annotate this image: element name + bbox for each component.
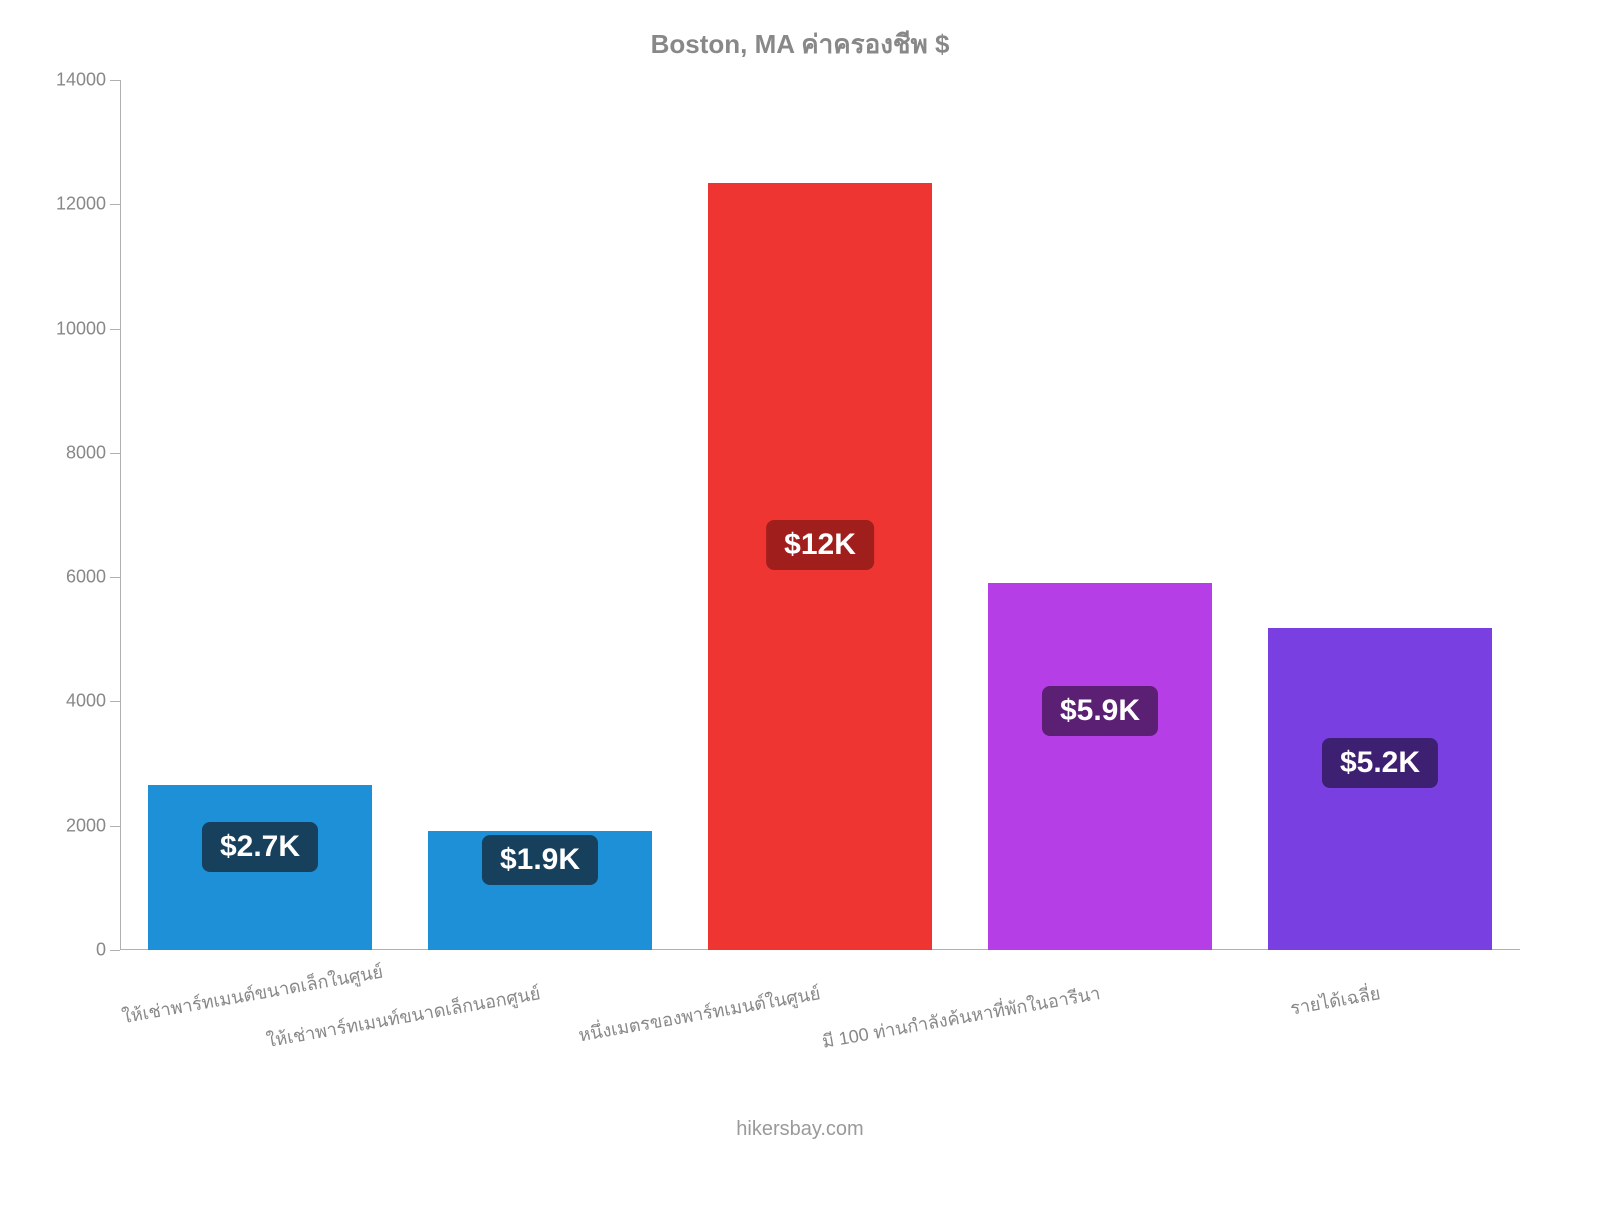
y-tick-label: 8000: [66, 442, 106, 463]
bar-value-badge: $5.2K: [1322, 738, 1438, 788]
y-tick: [110, 950, 120, 951]
bar-value-badge: $1.9K: [482, 835, 598, 885]
chart-title: Boston, MA ค่าครองชีพ $: [0, 24, 1600, 65]
y-tick-label: 6000: [66, 567, 106, 588]
y-tick: [110, 204, 120, 205]
y-tick-label: 14000: [56, 70, 106, 91]
bars-container: $2.7K $1.9K $12K $5.9K $5.2K: [120, 80, 1520, 950]
y-tick: [110, 329, 120, 330]
y-tick-label: 2000: [66, 815, 106, 836]
x-axis-category-label: ให้เช่าพาร์ทเมนต์ขนาดเล็กในศูนย์: [120, 978, 263, 1031]
y-tick: [110, 577, 120, 578]
x-axis-labels: ให้เช่าพาร์ทเมนต์ขนาดเล็กในศูนย์ให้เช่าพ…: [120, 956, 1520, 1116]
bar: $2.7K: [148, 785, 372, 950]
bar: $5.2K: [1268, 628, 1492, 950]
attribution-text: hikersbay.com: [0, 1118, 1600, 1141]
y-tick-label: 12000: [56, 194, 106, 215]
bar: $1.9K: [428, 831, 652, 950]
y-tick-label: 4000: [66, 691, 106, 712]
plot-area: 02000400060008000100001200014000 $2.7K$1…: [120, 80, 1520, 950]
y-tick-label: 10000: [56, 318, 106, 339]
y-tick: [110, 701, 120, 702]
bar: $12K: [708, 183, 932, 950]
bar-value-badge: $5.9K: [1042, 686, 1158, 736]
bar-value-badge: $12K: [766, 520, 874, 570]
y-tick: [110, 80, 120, 81]
bar: $5.9K: [988, 583, 1212, 950]
bar-value-badge: $2.7K: [202, 822, 318, 872]
y-tick: [110, 826, 120, 827]
cost-of-living-bar-chart: Boston, MA ค่าครองชีพ $ 0200040006000800…: [0, 0, 1600, 1200]
y-tick: [110, 453, 120, 454]
y-tick-label: 0: [96, 940, 106, 961]
